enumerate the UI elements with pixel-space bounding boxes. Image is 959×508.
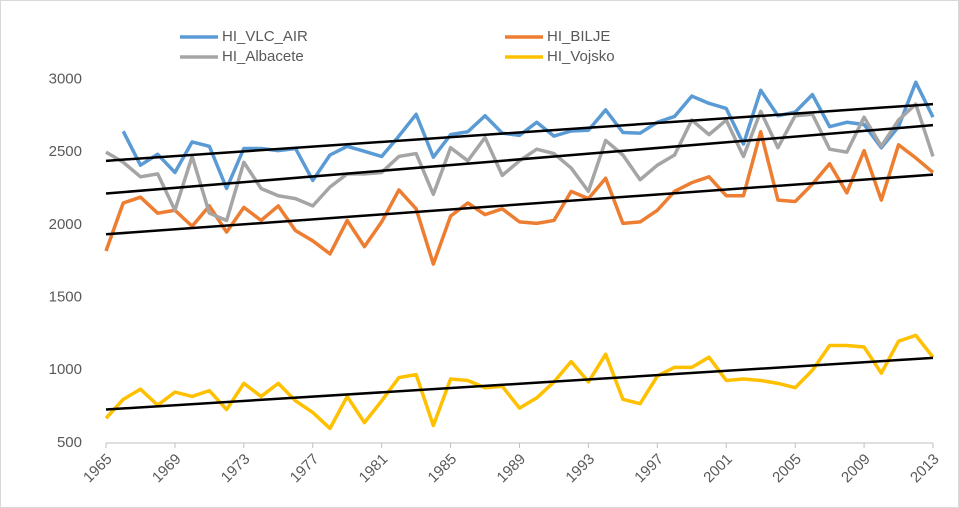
legend-label: HI_Vojsko	[547, 48, 615, 65]
series-line	[104, 333, 935, 431]
y-tick-label: 500	[57, 434, 82, 451]
series-line	[104, 129, 935, 266]
y-tick-label: 3000	[49, 70, 82, 87]
series-line	[121, 80, 935, 191]
trend-line	[105, 356, 934, 411]
legend-label: HI_VLC_AIR	[222, 28, 308, 45]
legend-label: HI_BILJE	[547, 28, 610, 45]
y-tick-label: 1500	[49, 289, 82, 306]
trend-line	[105, 173, 934, 236]
trend-line	[105, 102, 934, 163]
y-tick-label: 2000	[49, 216, 82, 233]
legend-label: HI_Albacete	[222, 48, 304, 65]
series-line	[105, 102, 935, 223]
y-tick-label: 1000	[49, 361, 82, 378]
trend-line	[105, 123, 934, 195]
y-tick-label: 2500	[49, 143, 82, 160]
